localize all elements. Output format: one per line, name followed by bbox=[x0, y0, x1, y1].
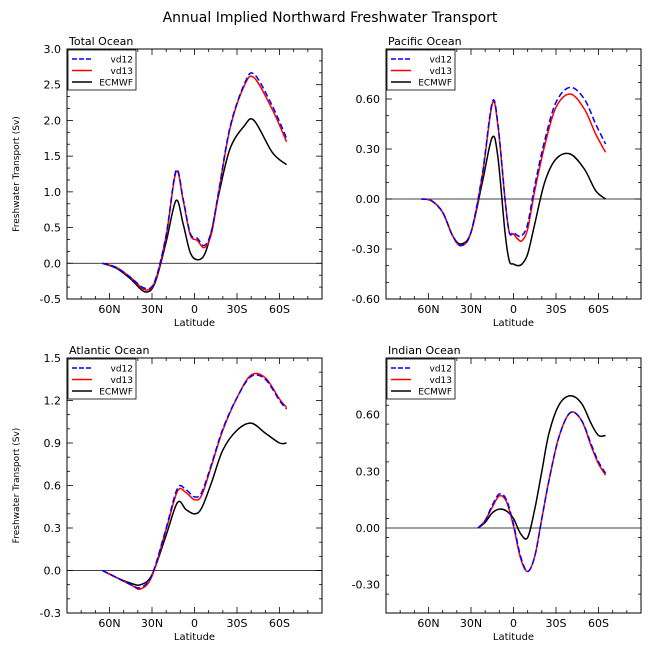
panel-title: Atlantic Ocean bbox=[69, 344, 150, 357]
legend-label-vd12: vd12 bbox=[111, 56, 134, 66]
series-line-vd13 bbox=[421, 93, 607, 247]
series-line-vd12 bbox=[477, 411, 607, 573]
x-axis-label: Latitude bbox=[174, 318, 215, 329]
y-tick-label: 2.5 bbox=[44, 79, 62, 92]
x-tick-label: 30N bbox=[141, 303, 163, 316]
x-axis-label: Latitude bbox=[493, 632, 534, 643]
y-tick-label: 0.30 bbox=[356, 143, 381, 156]
x-tick-label: 30S bbox=[227, 303, 248, 316]
x-tick-label: 60N bbox=[417, 617, 439, 630]
series-line-vd12 bbox=[102, 72, 288, 290]
x-tick-label: 60S bbox=[588, 303, 609, 316]
legend-label-ecmwf: ECMWF bbox=[418, 79, 452, 89]
x-tick-label: 30N bbox=[141, 617, 163, 630]
figure-title: Annual Implied Northward Freshwater Tran… bbox=[163, 10, 498, 26]
y-tick-label: 0.00 bbox=[356, 193, 381, 206]
legend-label-vd13: vd13 bbox=[111, 376, 134, 386]
x-tick-label: 30N bbox=[460, 617, 482, 630]
series-line-ecmwf bbox=[421, 135, 607, 267]
y-tick-label: 1.2 bbox=[44, 395, 62, 408]
legend-label-vd12: vd12 bbox=[430, 365, 453, 375]
x-tick-label: 0 bbox=[510, 303, 517, 316]
x-tick-label: 0 bbox=[191, 303, 198, 316]
series-line-vd13 bbox=[102, 372, 288, 590]
x-tick-label: 60N bbox=[417, 303, 439, 316]
y-tick-label: 0.9 bbox=[44, 437, 62, 450]
y-tick-label: 0.60 bbox=[356, 409, 381, 422]
y-tick-label: -0.30 bbox=[352, 243, 380, 256]
x-axis-label: Latitude bbox=[174, 632, 215, 643]
y-tick-label: 2.0 bbox=[44, 114, 62, 127]
x-tick-label: 30S bbox=[546, 617, 567, 630]
y-axis-label: Freshwater Transport (Sv) bbox=[12, 428, 22, 544]
y-tick-label: 0.00 bbox=[356, 522, 381, 535]
x-tick-label: 60S bbox=[588, 617, 609, 630]
y-tick-label: 0.3 bbox=[44, 522, 62, 535]
panel-title: Total Ocean bbox=[68, 35, 133, 48]
x-tick-label: 60S bbox=[269, 617, 290, 630]
y-tick-label: 0.0 bbox=[44, 565, 62, 578]
x-tick-label: 0 bbox=[191, 617, 198, 630]
y-tick-label: 0.0 bbox=[44, 257, 62, 270]
x-tick-label: 30N bbox=[460, 303, 482, 316]
legend-label-vd13: vd13 bbox=[430, 376, 453, 386]
panel-total-ocean: 60N 30N 0 30S 60S -0.5 0.0 0.5 1.0 1.5 2.0 2.5 3.0 La… bbox=[12, 35, 323, 329]
y-tick-label: 0.30 bbox=[356, 465, 381, 478]
x-axis-label: Latitude bbox=[493, 318, 534, 329]
series-line-vd13 bbox=[477, 411, 607, 573]
series-line-ecmwf bbox=[102, 118, 288, 293]
legend-label-ecmwf: ECMWF bbox=[99, 388, 133, 398]
panel-title: Indian Ocean bbox=[388, 344, 461, 357]
series-line-vd13 bbox=[102, 75, 288, 291]
panel-atlantic-ocean: 60N 30N 0 30S 60S -0.3 0.0 0.3 0.6 0.9 1.2 1.5 Latit… bbox=[12, 344, 323, 643]
x-tick-label: 60S bbox=[269, 303, 290, 316]
y-axis-label: Freshwater Transport (Sv) bbox=[12, 116, 22, 232]
y-tick-label: 1.5 bbox=[44, 352, 62, 365]
legend-label-ecmwf: ECMWF bbox=[99, 79, 133, 89]
panel-indian-ocean: 60N 30N 0 30S 60S -0.30 0.00 0.30 0.60 Latitude In… bbox=[352, 344, 642, 643]
y-tick-label: -0.5 bbox=[40, 293, 61, 306]
y-tick-label: -0.60 bbox=[352, 293, 380, 306]
y-tick-label: 0.60 bbox=[356, 93, 381, 106]
y-tick-label: -0.3 bbox=[40, 607, 61, 620]
legend-label-vd13: vd13 bbox=[111, 67, 134, 77]
y-tick-label: 3.0 bbox=[44, 43, 62, 56]
legend-label-vd12: vd12 bbox=[430, 56, 453, 66]
y-tick-label: 0.5 bbox=[44, 222, 62, 235]
x-tick-label: 0 bbox=[510, 617, 517, 630]
panel-pacific-ocean: 60N 30N 0 30S 60S -0.60 -0.30 0.00 0.30 0.60 Latit… bbox=[352, 35, 642, 329]
series-line-ecmwf bbox=[477, 395, 606, 540]
legend-label-ecmwf: ECMWF bbox=[418, 388, 452, 398]
panels: 60N 30N 0 30S 60S -0.5 0.0 0.5 1.0 1.5 2.0 2.5 3.0 La… bbox=[12, 35, 642, 643]
legend-label-vd13: vd13 bbox=[430, 67, 453, 77]
y-tick-label: 1.5 bbox=[44, 150, 62, 163]
x-tick-label: 30S bbox=[227, 617, 248, 630]
y-tick-label: -0.30 bbox=[352, 579, 380, 592]
x-tick-label: 60N bbox=[98, 303, 120, 316]
x-tick-label: 30S bbox=[546, 303, 567, 316]
series-line-ecmwf bbox=[102, 422, 287, 586]
panel-title: Pacific Ocean bbox=[388, 35, 462, 48]
y-tick-label: 0.6 bbox=[44, 480, 62, 493]
series-line-vd12 bbox=[102, 374, 288, 589]
x-tick-label: 60N bbox=[98, 617, 120, 630]
series-line-vd12 bbox=[421, 86, 607, 247]
y-tick-label: 1.0 bbox=[44, 186, 62, 199]
legend-label-vd12: vd12 bbox=[111, 365, 134, 375]
